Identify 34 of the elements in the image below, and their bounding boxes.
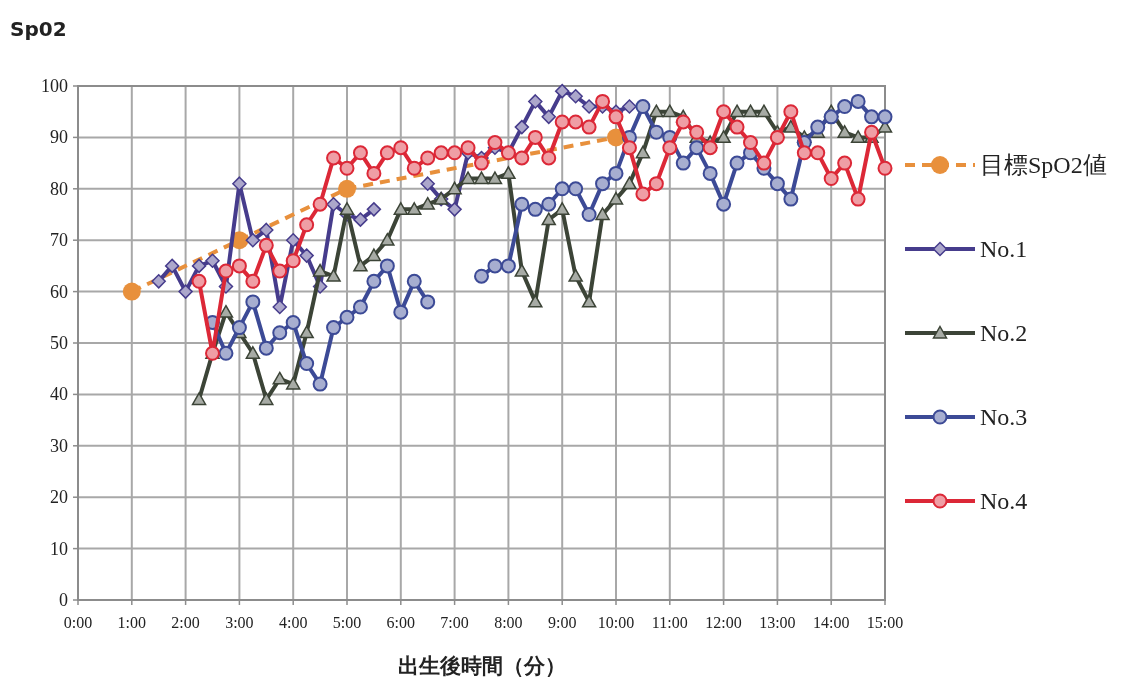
y-tick-label: 80 [50,178,68,199]
y-tick-label: 40 [50,384,68,405]
x-tick-label: 4:00 [278,614,308,631]
x-tick-label: 8:00 [494,614,523,631]
x-axis-title: 出生後時間（分） [397,654,566,678]
y-tick-label: 30 [50,435,68,456]
x-tick-label: 7:00 [440,614,469,631]
x-tick-label: 6:00 [386,614,416,631]
x-tick-label: 9:00 [547,614,577,631]
legend-label: No.1 [980,236,1028,262]
legend-label: 目標SpO2値 [980,152,1107,178]
x-tick-label: 5:00 [332,614,362,631]
y-axis-title: Sp02 [10,17,67,41]
x-tick-label: 13:00 [759,614,796,631]
y-tick-label: 20 [50,487,68,508]
y-tick-label: 70 [50,230,68,251]
x-tick-label: 11:00 [651,614,688,631]
x-tick-label: 2:00 [171,614,200,631]
legend-label: No.3 [980,404,1028,430]
legend-label: No.4 [980,488,1028,514]
y-tick-label: 90 [50,127,68,148]
y-tick-label: 50 [50,333,68,353]
x-tick-label: 14:00 [812,614,850,631]
x-tick-label: 3:00 [225,614,254,631]
x-tick-label: 15:00 [866,614,904,631]
x-tick-label: 0:00 [63,614,93,631]
y-tick-label: 10 [50,538,68,559]
y-tick-label: 100 [41,76,68,96]
x-tick-label: 1:00 [117,614,147,631]
legend-label: No.2 [980,320,1028,346]
x-tick-label: 10:00 [597,614,635,631]
y-tick-label: 60 [50,281,68,302]
x-tick-label: 12:00 [705,614,742,631]
y-tick-label: 0 [59,590,68,610]
